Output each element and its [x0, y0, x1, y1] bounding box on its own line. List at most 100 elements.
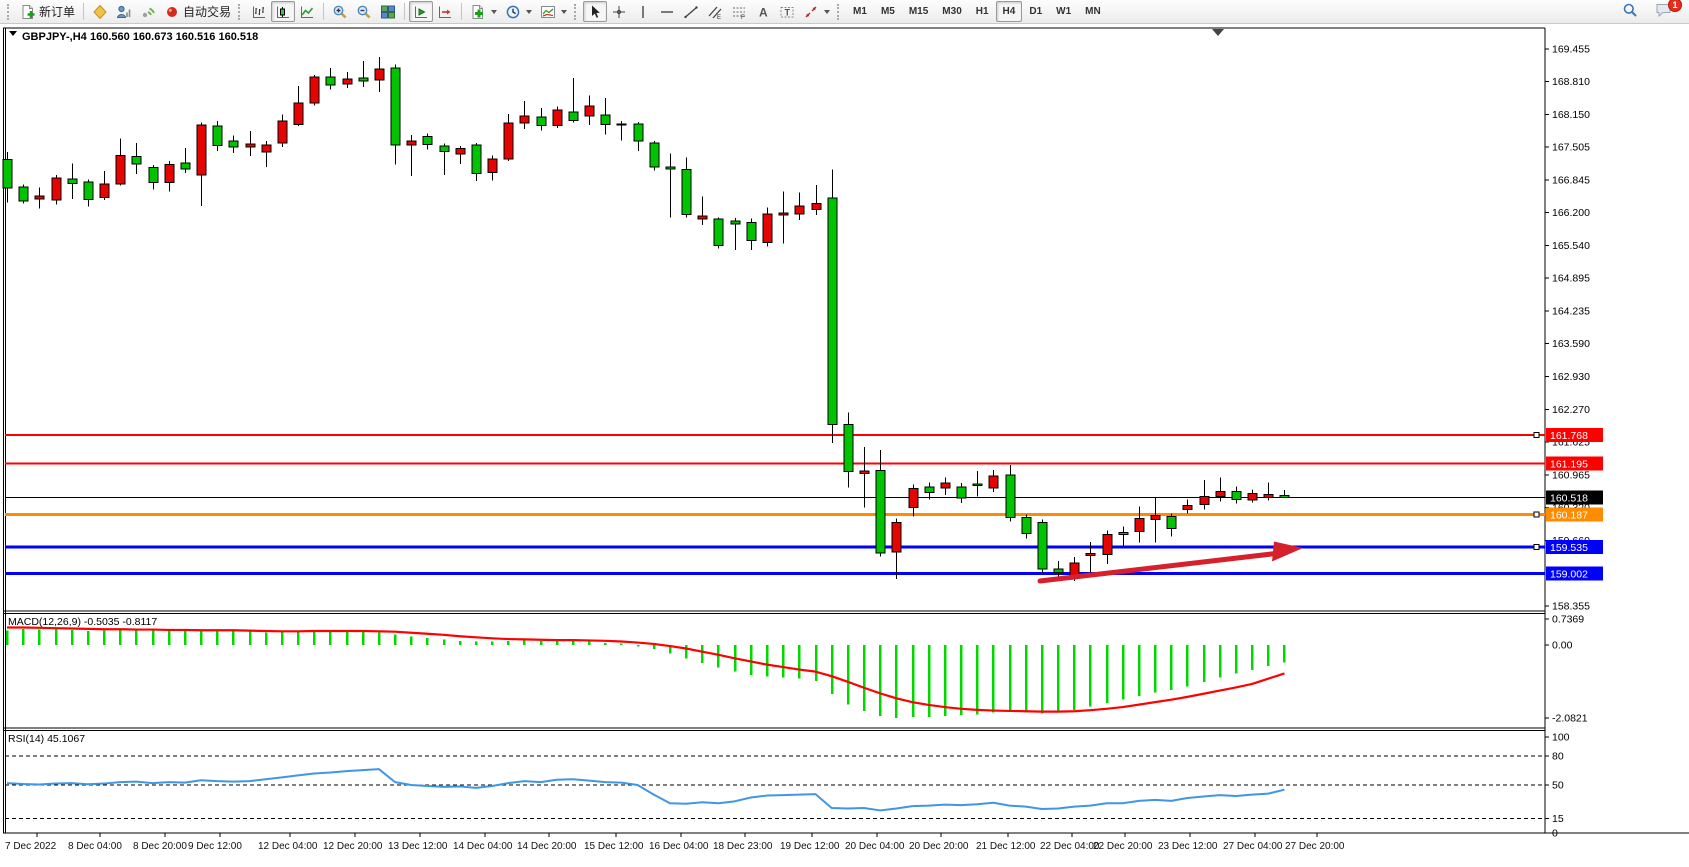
- svg-text:167.505: 167.505: [1552, 141, 1590, 153]
- fibonacci-button[interactable]: F: [727, 1, 751, 22]
- indicators-button[interactable]: [466, 1, 501, 22]
- timeframe-h4-button[interactable]: H4: [995, 1, 1023, 22]
- bar-chart-button[interactable]: [247, 1, 271, 22]
- dropdown-caret-icon[interactable]: [824, 9, 831, 14]
- svg-text:20 Dec 20:00: 20 Dec 20:00: [909, 841, 969, 852]
- svg-text:50: 50: [1552, 780, 1564, 792]
- line-chart-icon: [299, 4, 315, 20]
- svg-text:80: 80: [1552, 751, 1564, 763]
- text-label-icon: T: [779, 4, 795, 20]
- cursor-icon: [587, 4, 603, 20]
- chart-shift-button[interactable]: [433, 1, 457, 22]
- svg-text:169.455: 169.455: [1552, 44, 1590, 56]
- svg-text:0.00: 0.00: [1552, 640, 1573, 652]
- equidistant-channel-button[interactable]: E: [703, 1, 727, 22]
- svg-text:E: E: [717, 15, 721, 20]
- price-tag-160.187: [1546, 507, 1603, 522]
- price-tag-160.518: [1546, 490, 1603, 505]
- macd-panel: MACD(12,26,9) -0.5035 -0.8117 0.7369 0.00 -…: [6, 614, 1588, 724]
- dropdown-caret-icon[interactable]: [526, 9, 533, 14]
- svg-text:22 Dec 04:00: 22 Dec 04:00: [1040, 841, 1100, 852]
- timeframe-h1-button[interactable]: H1: [975, 6, 989, 17]
- svg-text:20 Dec 04:00: 20 Dec 04:00: [845, 841, 905, 852]
- timeframe-d1-button[interactable]: D1: [1029, 6, 1043, 17]
- text-button[interactable]: A: [751, 1, 775, 22]
- dropdown-caret-icon[interactable]: [561, 9, 568, 14]
- crosshair-button[interactable]: [607, 1, 631, 22]
- timeframe-m5-button[interactable]: M5: [880, 6, 895, 17]
- chart-area[interactable]: 169.455 168.810 168.150 167.505 166.845 166.2…: [0, 24, 1689, 862]
- svg-text:12 Dec 04:00: 12 Dec 04:00: [258, 841, 318, 852]
- horizontal-line-button[interactable]: [655, 1, 679, 22]
- svg-text:14 Dec 04:00: 14 Dec 04:00: [453, 841, 513, 852]
- svg-text:165.540: 165.540: [1552, 240, 1590, 252]
- svg-text:163.590: 163.590: [1552, 338, 1590, 350]
- chart-title-symbol: GBPJPY-,H4: [22, 31, 88, 43]
- dropdown-caret-icon[interactable]: [491, 9, 498, 14]
- toolbar-separator: [404, 3, 406, 20]
- price-tag-159.002: [1546, 566, 1603, 581]
- chart-title: GBPJPY-,H4 160.560 160.673 160.516 160.51…: [9, 31, 258, 43]
- svg-text:27 Dec 20:00: 27 Dec 20:00: [1285, 841, 1345, 852]
- price-axis: 169.455 168.810 168.150 167.505 166.845 166.2…: [1545, 44, 1603, 613]
- templates-button[interactable]: [536, 1, 571, 22]
- cursor-button[interactable]: [583, 1, 608, 22]
- vertical-line-button[interactable]: [631, 1, 655, 22]
- toolbar-grip: [837, 3, 841, 20]
- new-order-button[interactable]: 新订单: [16, 1, 79, 22]
- svg-text:162.270: 162.270: [1552, 404, 1590, 416]
- periods-icon: [505, 4, 521, 20]
- line-chart-button[interactable]: [295, 1, 319, 22]
- tile-windows-button[interactable]: [376, 1, 400, 22]
- svg-text:12 Dec 20:00: 12 Dec 20:00: [323, 841, 383, 852]
- timeframe-m1-button[interactable]: M1: [853, 6, 867, 17]
- zoom-in-icon: [332, 4, 348, 20]
- text-icon: A: [755, 4, 771, 20]
- profiles-button[interactable]: [112, 1, 136, 22]
- svg-text:160.965: 160.965: [1552, 470, 1590, 482]
- arrows-button[interactable]: [799, 1, 834, 22]
- panel-borders: [3, 27, 1689, 834]
- price-tag-161.195: [1546, 456, 1603, 471]
- toolbar-grip: [238, 3, 242, 20]
- svg-text:158.355: 158.355: [1552, 601, 1590, 613]
- svg-text:0: 0: [1552, 828, 1558, 840]
- svg-text:18 Dec 23:00: 18 Dec 23:00: [713, 841, 773, 852]
- hline-handle[interactable]: [1533, 543, 1540, 550]
- hline-handle[interactable]: [1533, 511, 1540, 518]
- notifications-button[interactable]: 1: [1651, 0, 1682, 22]
- hline-handle[interactable]: [1533, 431, 1540, 438]
- candle-chart-icon: [275, 4, 291, 20]
- candlestick-series: [2, 56, 1290, 581]
- chart-window[interactable]: 169.455 168.810 168.150 167.505 166.845 166.2…: [0, 24, 1689, 862]
- toolbar-grip: [574, 3, 578, 20]
- zoom-out-button[interactable]: [352, 1, 376, 22]
- timeframe-mn-button[interactable]: MN: [1085, 6, 1101, 17]
- search-icon: [1622, 2, 1638, 21]
- toolbar-separator: [83, 3, 85, 20]
- periods-button[interactable]: [501, 1, 536, 22]
- signals-button[interactable]: [136, 1, 160, 22]
- zoom-in-button[interactable]: [328, 1, 352, 22]
- autotrading-button[interactable]: 自动交易: [160, 1, 235, 22]
- trend-line-button[interactable]: [679, 1, 703, 22]
- timeframe-m30-button[interactable]: M30: [942, 6, 962, 17]
- price-tag-161.768: [1546, 427, 1603, 442]
- auto-scroll-button[interactable]: [409, 1, 434, 22]
- svg-text:T: T: [785, 7, 791, 17]
- timeframe-m15-button[interactable]: M15: [908, 6, 929, 17]
- auto-scroll-icon: [413, 4, 429, 20]
- toolbar-separator: [323, 3, 325, 20]
- crosshair-icon: [611, 4, 627, 20]
- trend-arrow-annotation[interactable]: [1037, 541, 1303, 584]
- autotrading-icon: [164, 4, 180, 20]
- text-label-button[interactable]: T: [775, 1, 799, 22]
- svg-text:21 Dec 12:00: 21 Dec 12:00: [976, 841, 1036, 852]
- search-button[interactable]: [1618, 1, 1642, 22]
- chart-wizard-button[interactable]: [88, 1, 112, 22]
- toolbar-grip: [7, 3, 11, 20]
- chart-shift-marker[interactable]: [1212, 29, 1224, 36]
- candle-chart-button[interactable]: [271, 1, 296, 22]
- svg-text:15: 15: [1552, 813, 1564, 825]
- timeframe-w1-button[interactable]: W1: [1056, 6, 1072, 17]
